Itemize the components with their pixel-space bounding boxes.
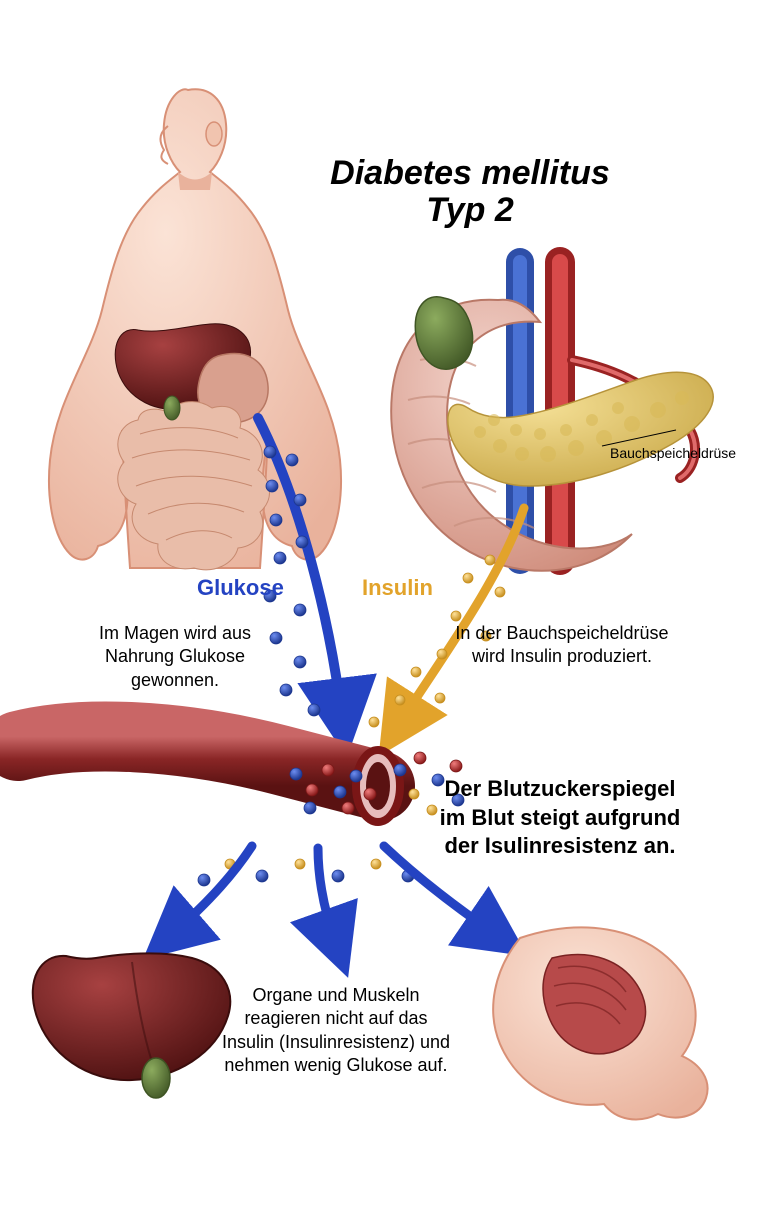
pancreas-region-icon [391, 262, 713, 571]
insulin-label: Insulin [362, 575, 433, 601]
caption-glucose: Im Magen wird ausNahrung Glukosegewonnen… [65, 622, 285, 692]
glucose-label: Glukose [197, 575, 284, 601]
caption-organs: Organe und Muskelnreagieren nicht auf da… [196, 984, 476, 1078]
caption-insulin: In der Bauchspeicheldrüsewird Insulin pr… [432, 622, 692, 669]
page-title: Diabetes mellitus Typ 2 [320, 155, 620, 230]
caption-blood: Der Blutzuckerspiegelim Blut steigt aufg… [420, 775, 700, 861]
pancreas-callout-label: Bauchspeicheldrüse [610, 445, 736, 461]
blood-vessel-icon [18, 737, 400, 822]
arm-muscle-icon [493, 927, 707, 1119]
infographic-canvas: Diabetes mellitus Typ 2 Glukose Insulin … [0, 0, 768, 1229]
